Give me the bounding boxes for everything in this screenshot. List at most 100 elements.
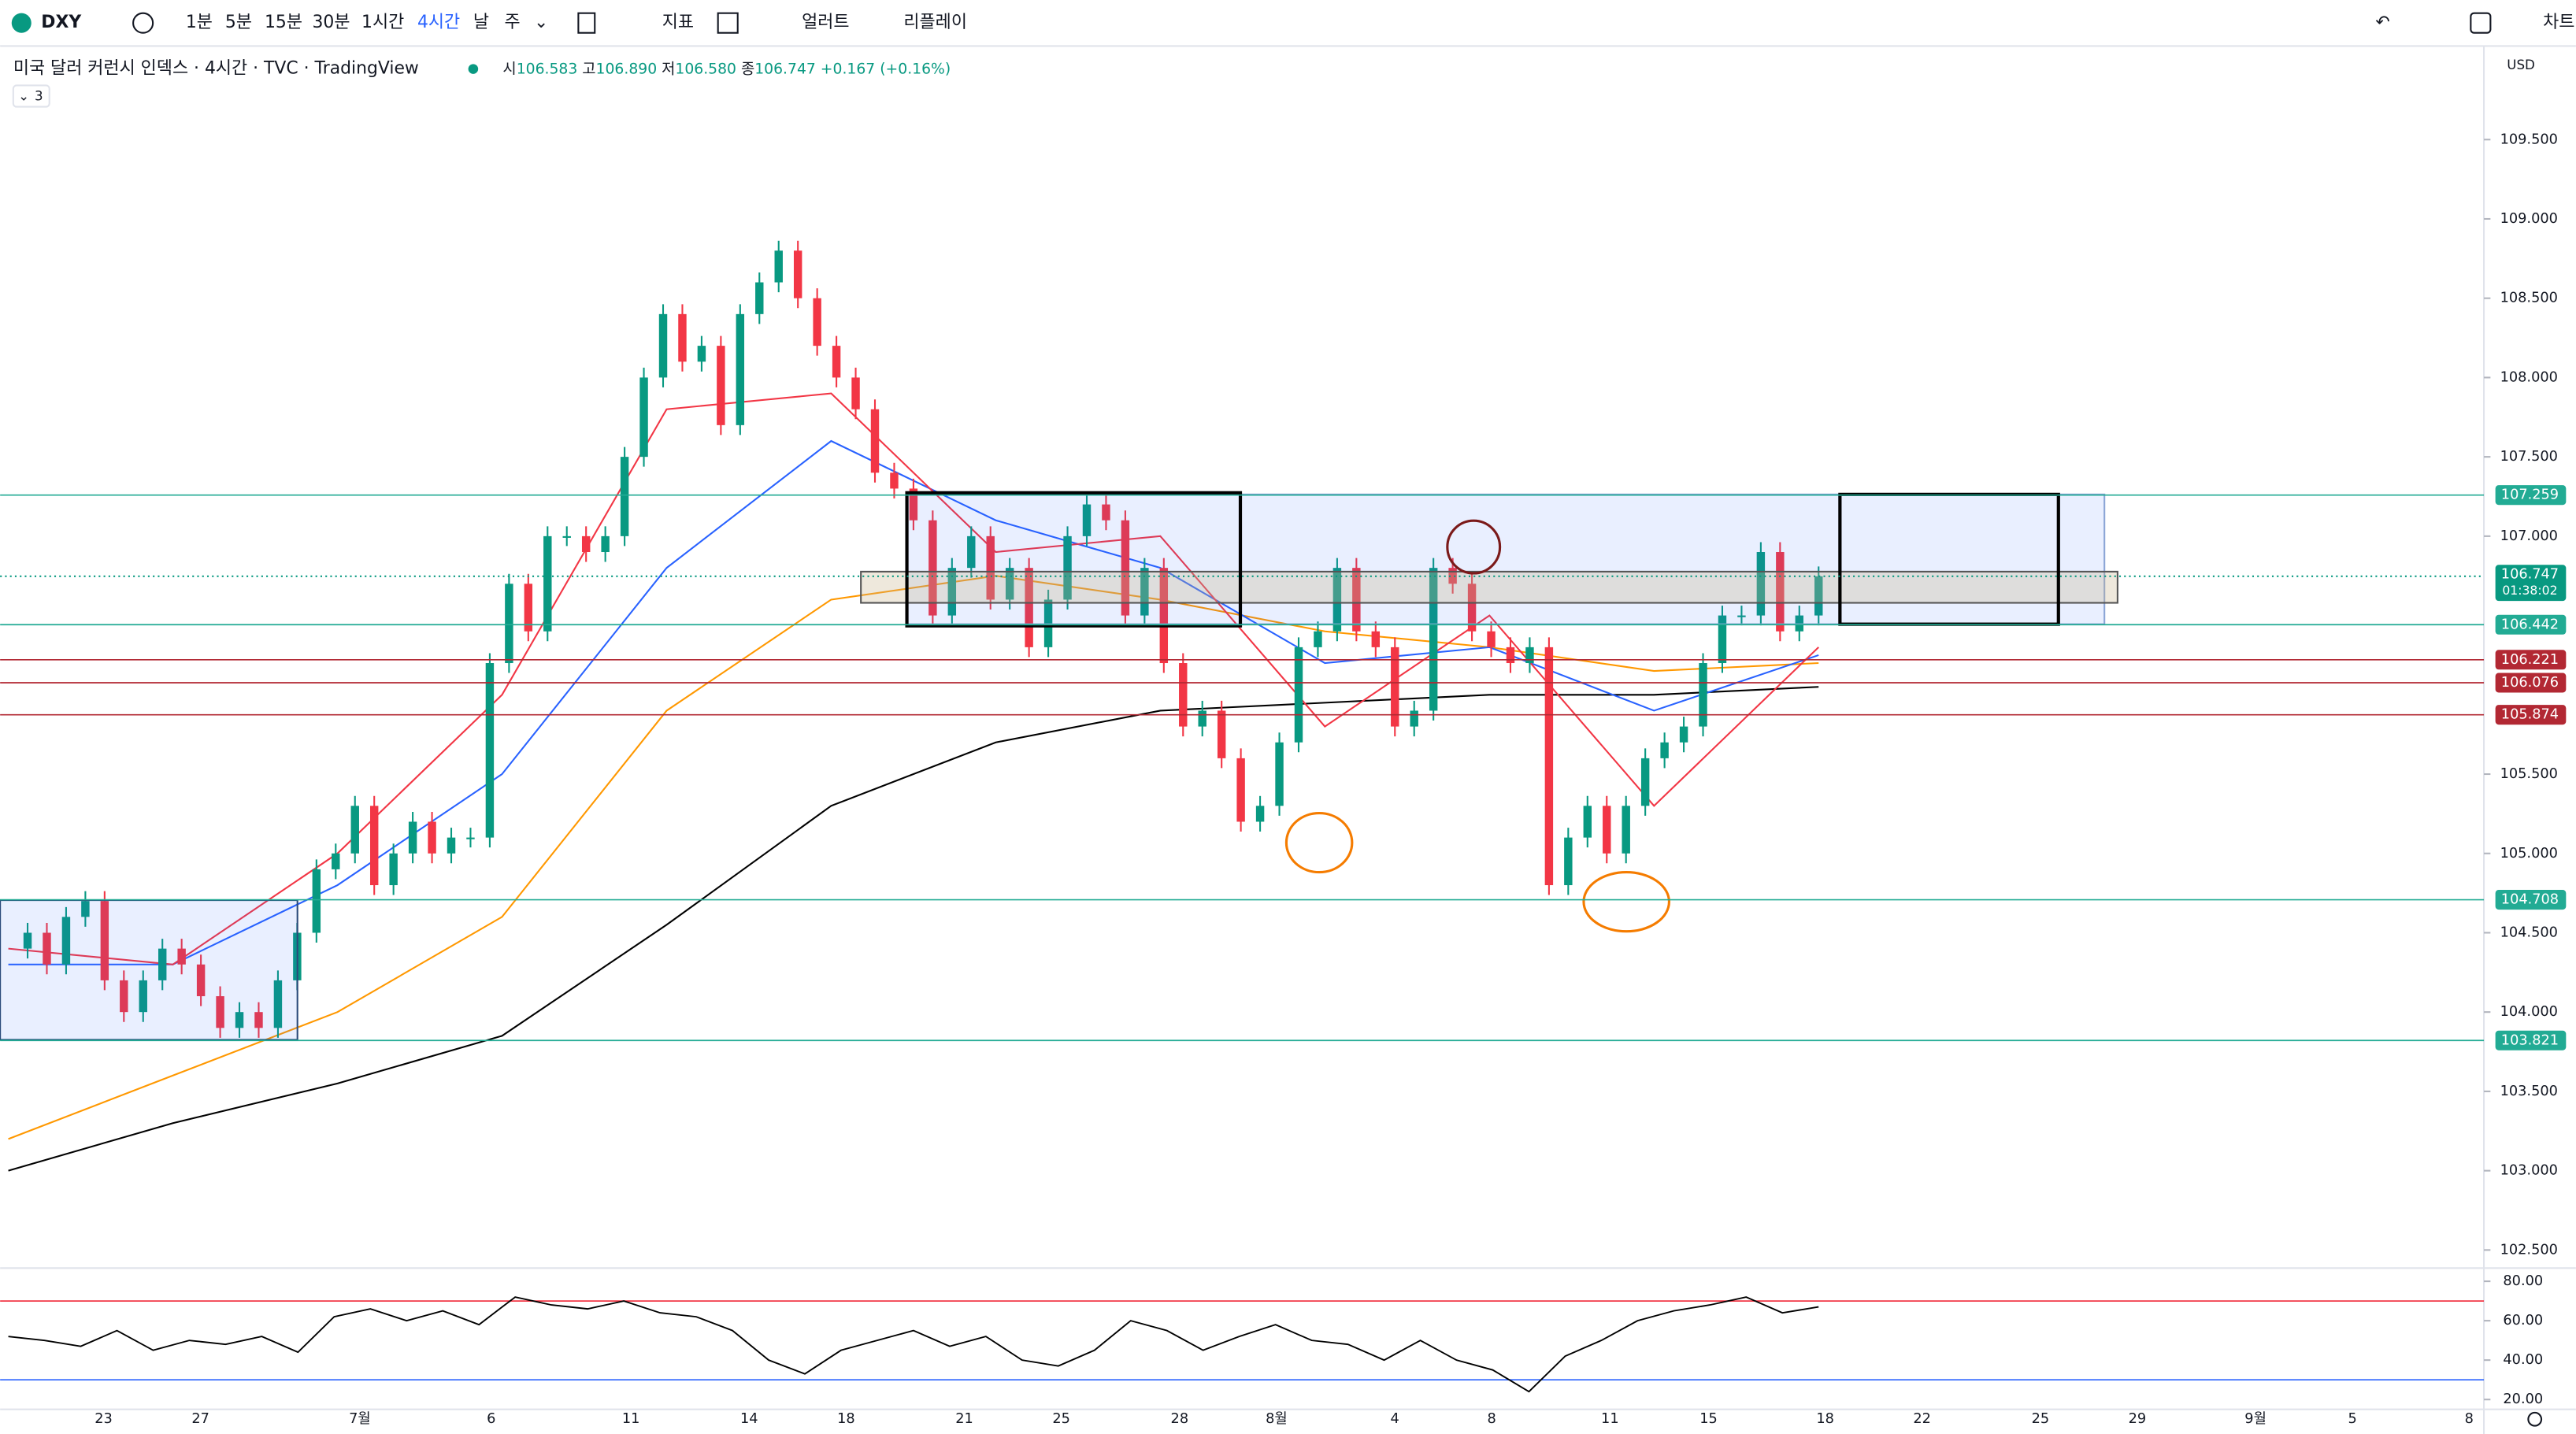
indicator-chevron: ⌄ [18,89,29,104]
ohlc-value: 106.890 [596,61,658,77]
candle [1236,758,1245,822]
price-label: 104.708 [2501,892,2559,908]
interval[interactable]: 주 [505,13,521,32]
interval[interactable]: 1시간 [361,13,404,32]
moving-average [8,575,1819,1140]
candle [1275,742,1284,806]
y-tick-label: 107.500 [2500,449,2558,465]
legend-title: 미국 달러 커런시 인덱스 · 4시간 · TVC · TradingView [13,59,419,79]
x-tick-label: 27 [191,1411,209,1427]
interval[interactable]: 날 [473,13,489,32]
candle [774,250,783,283]
candle [1159,568,1169,664]
circle-drawing [1284,811,1354,874]
price-label-box [2495,705,2567,725]
candle [717,346,725,425]
symbol-icon [11,13,32,33]
chart-save[interactable]: 차트 [2543,13,2574,32]
price-label: 106.076 [2501,675,2559,691]
candle [273,980,283,1028]
box-drawing [906,493,2106,625]
x-tick-label: 18 [1816,1411,1834,1427]
candle [466,837,475,839]
interval-active[interactable]: 4시간 [417,13,460,32]
candle [986,535,995,600]
y-tick-label: 103.000 [2500,1163,2558,1179]
x-tick-label: 9월 [2244,1410,2267,1427]
candle [100,901,109,980]
candle [350,806,359,854]
candle [755,282,764,314]
circle-drawing [1446,519,1502,575]
fullscreen[interactable] [2470,12,2492,34]
candle [1371,631,1381,647]
ohlc-value: 106.580 [675,61,736,77]
last-price-box [2495,565,2567,602]
candle [870,409,880,473]
candle [928,520,937,616]
y-tick-label: 105.500 [2500,766,2558,782]
chart-type-button[interactable] [577,12,596,34]
change: +0.167 (+0.16%) [821,61,951,77]
x-tick-label: 8 [2465,1411,2474,1427]
y-tick-label: 104.000 [2500,1004,2558,1020]
interval[interactable]: 30분 [312,13,350,32]
candle [851,377,860,409]
x-tick-label: 8 [1488,1411,1496,1427]
interval[interactable]: 1분 [186,13,213,32]
candle [620,457,629,536]
candle [1660,742,1669,758]
undo[interactable]: ↶ [2375,13,2389,32]
add-symbol[interactable] [132,12,154,34]
y-tick-label: 109.500 [2500,132,2558,147]
x-tick-label: 18 [837,1411,855,1427]
candle [524,584,533,632]
candle [1429,568,1438,711]
indicators-button[interactable]: 지표 [662,13,694,32]
candle [601,535,610,553]
candle [1776,552,1785,632]
candle [1448,568,1457,584]
layout-button[interactable] [717,12,739,34]
moving-average [8,392,1819,965]
x-tick-label: 22 [1913,1411,1931,1427]
candle [562,535,571,538]
x-tick-label: 6 [487,1411,495,1427]
candle [369,806,379,886]
candle [505,584,513,664]
symbol[interactable]: DXY [41,13,82,32]
price-label-box [2495,1030,2567,1050]
settings[interactable] [2527,1411,2543,1427]
candle [832,346,841,378]
interval-menu[interactable]: ⌄ [534,13,548,32]
price-label: 106.442 [2501,617,2559,632]
candle [177,948,186,965]
candle [1102,504,1110,521]
candle [1583,806,1592,838]
candle [139,980,147,1013]
ohlc-label: 시 [502,61,516,77]
replay-button[interactable]: 리플레이 [903,13,967,32]
candle [947,568,957,616]
x-tick-label: 28 [1171,1411,1189,1427]
indicator-toggle[interactable] [12,84,50,108]
moving-average [8,686,1819,1172]
candle [1756,552,1766,616]
candle [1140,568,1149,616]
currency[interactable]: USD [2507,57,2535,72]
candle [447,837,456,854]
rsi-tick-label: 60.00 [2503,1313,2543,1328]
candle [61,917,71,965]
alert-button[interactable]: 얼러트 [802,13,849,32]
interval[interactable]: 5분 [225,13,252,32]
candle [1063,535,1072,600]
x-tick-label: 29 [2129,1411,2147,1427]
y-tick-label: 109.000 [2500,211,2558,227]
price-label-box [2495,890,2567,910]
candle [1391,647,1399,727]
interval[interactable]: 15분 [265,13,302,32]
x-tick-label: 5 [2348,1411,2357,1427]
candle [389,853,398,886]
price-label: 107.259 [2501,487,2559,503]
